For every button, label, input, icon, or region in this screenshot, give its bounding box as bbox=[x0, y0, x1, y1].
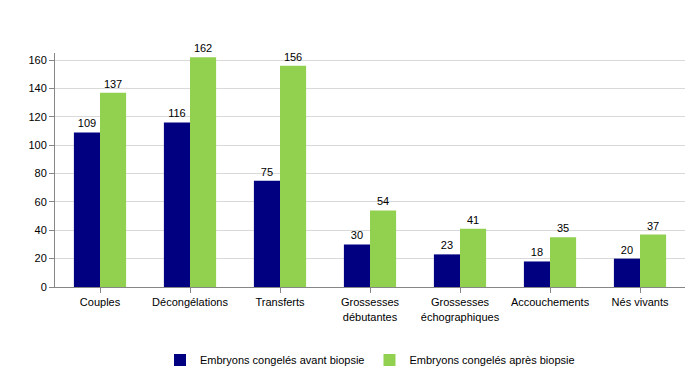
svg-text:Accouchements: Accouchements bbox=[511, 296, 590, 308]
svg-text:100: 100 bbox=[28, 139, 46, 151]
svg-text:20: 20 bbox=[621, 244, 633, 256]
svg-text:156: 156 bbox=[284, 51, 302, 63]
svg-text:Grossesseséchographiques: Grossesseséchographiques bbox=[421, 296, 500, 322]
svg-text:162: 162 bbox=[194, 42, 212, 54]
svg-text:60: 60 bbox=[35, 196, 47, 208]
svg-text:40: 40 bbox=[35, 224, 47, 236]
svg-text:137: 137 bbox=[104, 78, 122, 90]
svg-text:Couples: Couples bbox=[80, 296, 121, 308]
svg-text:160: 160 bbox=[28, 54, 46, 66]
svg-text:116: 116 bbox=[168, 107, 186, 119]
svg-text:Embryons congelés avant biopsi: Embryons congelés avant biopsie bbox=[200, 354, 364, 366]
svg-text:41: 41 bbox=[467, 214, 479, 226]
svg-text:20: 20 bbox=[35, 252, 47, 264]
svg-text:120: 120 bbox=[28, 111, 46, 123]
svg-text:75: 75 bbox=[261, 166, 273, 178]
svg-text:0: 0 bbox=[41, 281, 47, 293]
svg-text:18: 18 bbox=[531, 246, 543, 258]
svg-text:Décongélations: Décongélations bbox=[152, 296, 228, 308]
svg-text:23: 23 bbox=[441, 239, 453, 251]
svg-text:37: 37 bbox=[647, 220, 659, 232]
svg-text:Grossessesdébutantes: Grossessesdébutantes bbox=[341, 296, 400, 322]
svg-text:Nés vivants: Nés vivants bbox=[612, 296, 669, 308]
svg-text:35: 35 bbox=[557, 222, 569, 234]
svg-text:30: 30 bbox=[351, 229, 363, 241]
svg-text:140: 140 bbox=[28, 82, 46, 94]
svg-text:109: 109 bbox=[78, 117, 96, 129]
svg-text:54: 54 bbox=[377, 195, 389, 207]
svg-text:Transferts: Transferts bbox=[255, 296, 305, 308]
svg-text:80: 80 bbox=[35, 167, 47, 179]
svg-text:Embryons congelés après biopsi: Embryons congelés après biopsie bbox=[409, 354, 574, 366]
